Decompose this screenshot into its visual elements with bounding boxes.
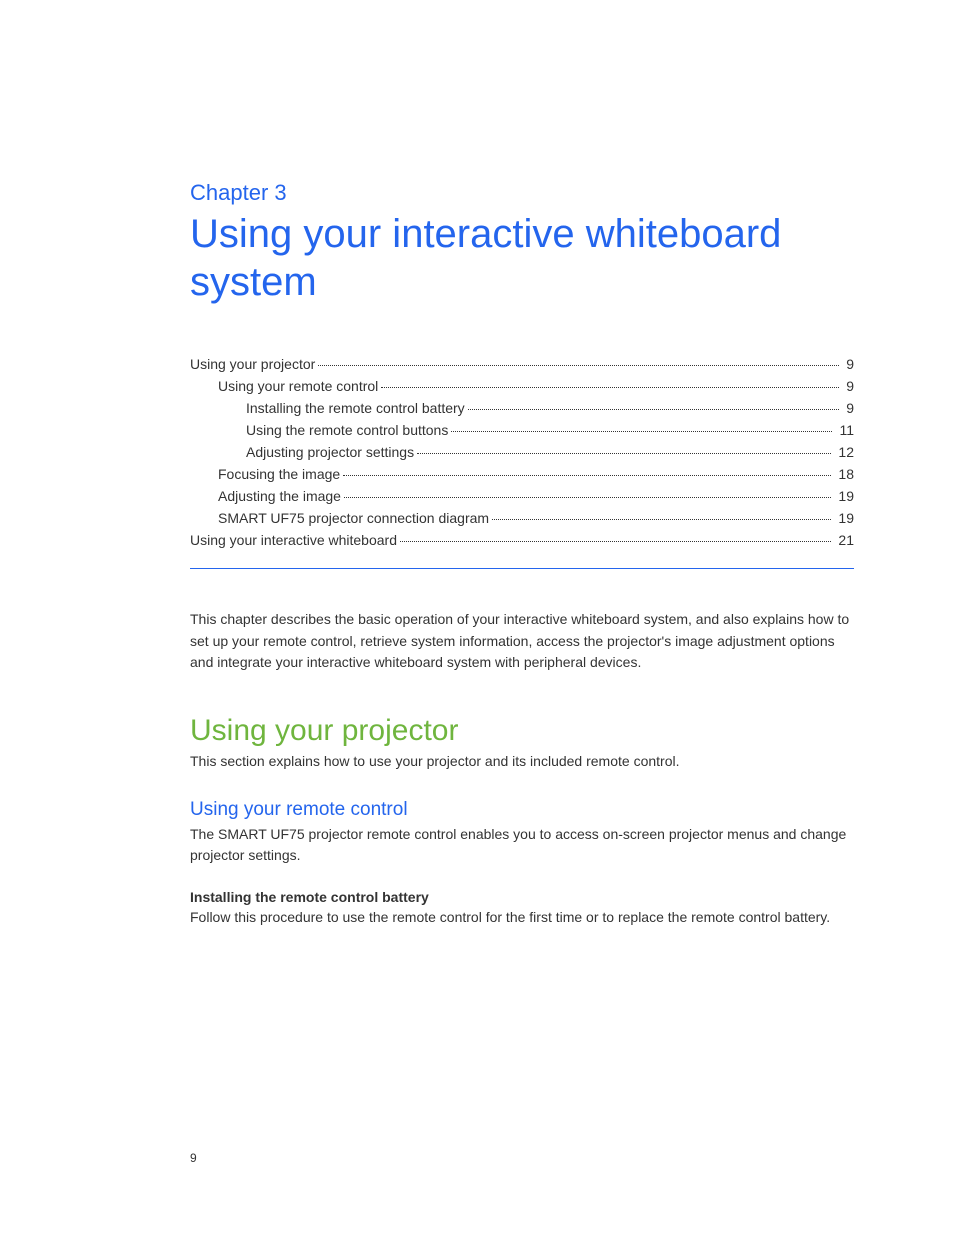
table-of-contents: Using your projector9Using your remote c… <box>190 356 854 548</box>
toc-row[interactable]: Focusing the image 18 <box>190 466 854 482</box>
toc-leader-dots <box>344 497 831 498</box>
toc-label: Using the remote control buttons <box>246 422 448 438</box>
subsubsection-body-battery: Follow this procedure to use the remote … <box>190 907 854 929</box>
toc-row[interactable]: Using your projector 9 <box>190 356 854 372</box>
toc-leader-dots <box>417 453 831 454</box>
toc-page-number: 12 <box>834 444 854 460</box>
toc-row[interactable]: Adjusting the image 19 <box>190 488 854 504</box>
toc-label: Using your projector <box>190 356 315 372</box>
chapter-title: Using your interactive whiteboard system <box>190 210 854 306</box>
toc-label: Using your interactive whiteboard <box>190 532 397 548</box>
toc-label: Adjusting the image <box>218 488 341 504</box>
toc-page-number: 11 <box>835 422 854 438</box>
toc-label: Adjusting projector settings <box>246 444 414 460</box>
toc-page-number: 19 <box>834 488 854 504</box>
toc-leader-dots <box>318 365 839 366</box>
toc-leader-dots <box>468 409 840 410</box>
subsection-body-remote: The SMART UF75 projector remote control … <box>190 824 854 867</box>
toc-page-number: 21 <box>834 532 854 548</box>
toc-page-number: 9 <box>842 356 854 372</box>
toc-page-number: 18 <box>834 466 854 482</box>
subsection-heading-remote: Using your remote control <box>190 799 854 821</box>
toc-row[interactable]: Using your remote control 9 <box>190 378 854 394</box>
toc-label: SMART UF75 projector connection diagram <box>218 510 489 526</box>
toc-page-number: 19 <box>834 510 854 526</box>
toc-label: Focusing the image <box>218 466 340 482</box>
chapter-label: Chapter 3 <box>190 180 854 206</box>
toc-leader-dots <box>451 431 832 432</box>
section-body-projector: This section explains how to use your pr… <box>190 751 854 773</box>
toc-row[interactable]: Adjusting projector settings 12 <box>190 444 854 460</box>
toc-divider <box>190 568 854 569</box>
toc-leader-dots <box>381 387 839 388</box>
toc-leader-dots <box>343 475 831 476</box>
toc-row[interactable]: SMART UF75 projector connection diagram 1… <box>190 510 854 526</box>
toc-row[interactable]: Using the remote control buttons 11 <box>190 422 854 438</box>
toc-leader-dots <box>400 541 831 542</box>
intro-paragraph: This chapter describes the basic operati… <box>190 609 854 674</box>
toc-row[interactable]: Installing the remote control battery 9 <box>190 400 854 416</box>
subsubsection-heading-battery: Installing the remote control battery <box>190 889 854 905</box>
toc-row[interactable]: Using your interactive whiteboard 21 <box>190 532 854 548</box>
page-number: 9 <box>190 1151 197 1165</box>
toc-page-number: 9 <box>842 400 854 416</box>
toc-label: Installing the remote control battery <box>246 400 465 416</box>
section-heading-projector: Using your projector <box>190 714 854 748</box>
toc-leader-dots <box>492 519 831 520</box>
toc-label: Using your remote control <box>218 378 378 394</box>
toc-page-number: 9 <box>842 378 854 394</box>
